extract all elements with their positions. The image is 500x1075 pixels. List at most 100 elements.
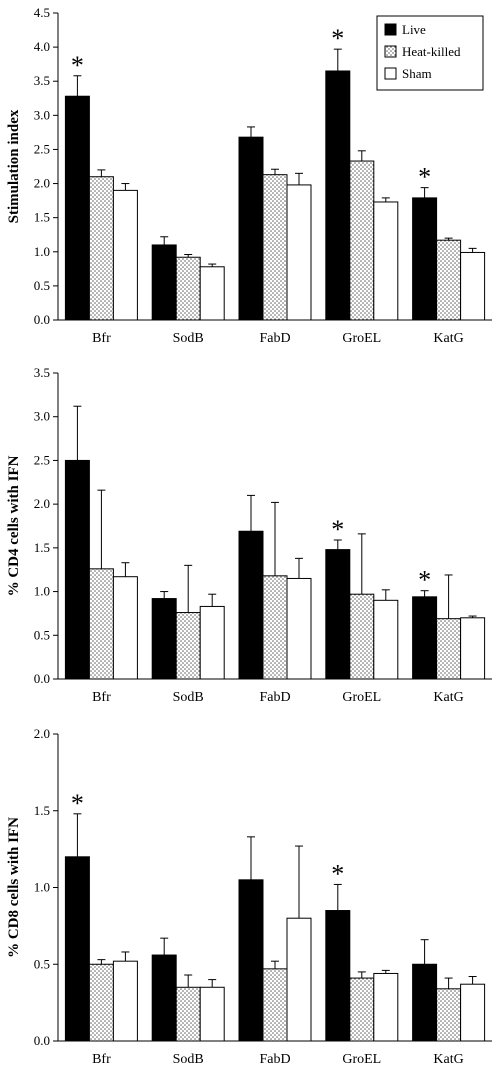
bar-heat-killed-sodb	[175, 612, 201, 680]
bar-live-groel	[325, 70, 351, 321]
bar-sham-sodb	[199, 266, 225, 321]
bar-sham-bfr	[112, 960, 138, 1042]
bar-heat-killed-bfr	[88, 963, 114, 1042]
bar-live-sodb	[151, 954, 177, 1042]
category-label-bfr: Bfr	[92, 331, 111, 346]
bar-heat-killed-fabd	[262, 174, 288, 321]
y-axis-label: Stimulation index	[6, 109, 22, 223]
significance-star-groel: *	[331, 859, 344, 888]
bar-sham-groel	[373, 201, 399, 321]
bar-live-fabd	[238, 136, 264, 321]
bar-live-sodb	[151, 598, 177, 680]
bar-heat-killed-groel	[349, 593, 375, 680]
bar-live-bfr	[64, 95, 90, 321]
bar-heat-killed-katg	[436, 618, 462, 680]
category-label-fabd: FabD	[259, 690, 290, 705]
y-axis-label: % CD8 cells with IFN	[6, 817, 22, 958]
bar-sham-sodb	[199, 605, 225, 680]
y-tick-label: 0.5	[34, 956, 50, 971]
bar-live-katg	[412, 963, 438, 1042]
y-tick-label: 3.5	[34, 365, 50, 380]
y-tick-label: 3.0	[34, 409, 50, 424]
bar-sham-sodb	[199, 986, 225, 1042]
y-tick-label: 2.5	[34, 452, 50, 467]
y-axis-label: % CD4 cells with IFN	[6, 455, 22, 596]
y-tick-label: 1.0	[34, 244, 50, 259]
category-label-groel: GroEL	[342, 1052, 381, 1067]
legend-label-live: Live	[402, 22, 426, 37]
y-tick-label: 0.5	[34, 278, 50, 293]
bar-sham-fabd	[286, 917, 312, 1042]
y-tick-label: 2.0	[34, 726, 50, 741]
category-label-katg: KatG	[433, 690, 463, 705]
y-tick-label: 2.0	[34, 176, 50, 191]
bar-heat-killed-groel	[349, 977, 375, 1042]
bar-heat-killed-sodb	[175, 986, 201, 1042]
y-tick-label: 2.0	[34, 496, 50, 511]
y-tick-label: 4.5	[34, 5, 50, 20]
category-label-sodb: SodB	[173, 331, 204, 346]
chart-cd4-ifn: % CD4 cells with IFN 0.0 0.5 1.0 1.5 2.0 2.5 3.…	[6, 365, 492, 705]
category-label-groel: GroEL	[342, 331, 381, 346]
category-label-sodb: SodB	[173, 690, 204, 705]
y-tick-label: 1.0	[34, 880, 50, 895]
bar-heat-killed-fabd	[262, 968, 288, 1042]
legend-label-sham: Sham	[402, 66, 432, 81]
y-tick-label: 0.0	[34, 1033, 50, 1048]
y-tick-label: 1.0	[34, 584, 50, 599]
y-tick-label: 1.5	[34, 803, 50, 818]
bar-sham-bfr	[112, 189, 138, 321]
category-label-groel: GroEL	[342, 690, 381, 705]
legend-label-heat-killed: Heat-killed	[402, 44, 461, 59]
bar-live-fabd	[238, 879, 264, 1042]
category-label-fabd: FabD	[259, 331, 290, 346]
bar-heat-killed-sodb	[175, 256, 201, 321]
bar-live-fabd	[238, 530, 264, 680]
y-tick-label: 3.5	[34, 73, 50, 88]
legend: Live Heat-killed Sham	[376, 15, 484, 91]
significance-star-bfr: *	[71, 51, 84, 80]
category-label-katg: KatG	[433, 331, 463, 346]
y-tick-label: 4.0	[34, 39, 50, 54]
category-label-bfr: Bfr	[92, 690, 111, 705]
bar-sham-katg	[460, 617, 486, 680]
category-label-bfr: Bfr	[92, 1052, 111, 1067]
category-label-katg: KatG	[433, 1052, 463, 1067]
y-tick-label: 0.0	[34, 312, 50, 327]
bar-sham-fabd	[286, 577, 312, 680]
bar-sham-katg	[460, 251, 486, 321]
bar-sham-katg	[460, 983, 486, 1042]
significance-star-groel: *	[331, 24, 344, 53]
category-label-fabd: FabD	[259, 1052, 290, 1067]
bar-heat-killed-bfr	[88, 176, 114, 321]
significance-star-katg: *	[418, 163, 431, 192]
bar-heat-killed-katg	[436, 988, 462, 1042]
significance-star-bfr: *	[71, 789, 84, 818]
bar-heat-killed-katg	[436, 239, 462, 321]
chart-stimulation-index: Stimulation index 0.0 0.5 1.0 1.5 2.0 2.5 3.0 3.…	[6, 5, 492, 346]
bar-sham-bfr	[112, 576, 138, 680]
bar-live-bfr	[64, 856, 90, 1042]
chart-cd8-ifn: % CD8 cells with IFN 0.0 0.5 1.0 1.5 2.0 * Bfr S…	[6, 726, 492, 1067]
legend-swatch-sham	[384, 67, 397, 80]
bar-heat-killed-bfr	[88, 568, 114, 680]
bar-live-groel	[325, 549, 351, 680]
significance-star-groel: *	[331, 515, 344, 544]
y-tick-label: 3.0	[34, 107, 50, 122]
bar-sham-groel	[373, 599, 399, 680]
bar-sham-groel	[373, 972, 399, 1042]
significance-star-katg: *	[418, 566, 431, 595]
bar-live-katg	[412, 197, 438, 321]
legend-swatch-heat-killed	[384, 45, 397, 58]
bar-sham-fabd	[286, 184, 312, 321]
bar-live-groel	[325, 910, 351, 1042]
y-tick-label: 1.5	[34, 540, 50, 555]
bar-live-bfr	[64, 459, 90, 680]
y-tick-label: 1.5	[34, 210, 50, 225]
category-label-sodb: SodB	[173, 1052, 204, 1067]
legend-swatch-live	[384, 23, 397, 36]
bar-live-katg	[412, 596, 438, 680]
y-tick-label: 0.0	[34, 671, 50, 686]
y-tick-label: 0.5	[34, 627, 50, 642]
